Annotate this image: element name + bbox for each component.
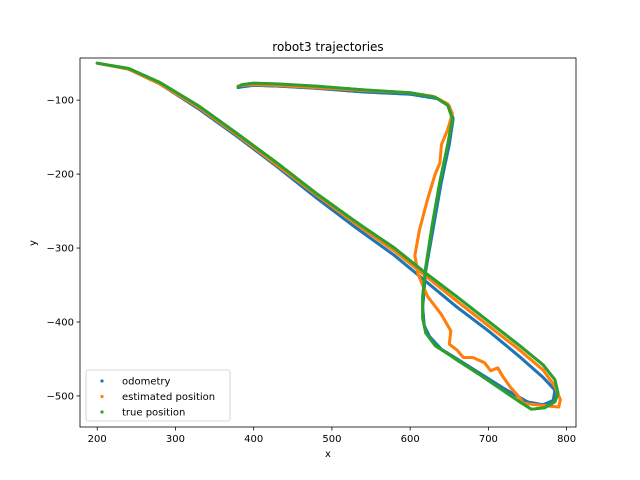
x-tick-label: 600	[401, 434, 420, 445]
legend: odometry estimated position true position	[85, 369, 231, 422]
legend-marker	[100, 410, 104, 414]
x-axis-ticks: 200 300 400 500 600 700 800	[88, 427, 576, 445]
x-tick-label: 400	[244, 434, 263, 445]
axes-frame	[79, 57, 577, 428]
x-tick-label: 700	[479, 434, 498, 445]
y-axis-ticks: −100 −200 −300 −400 −500	[47, 96, 80, 402]
series-2	[95, 61, 560, 411]
x-tick-label: 800	[557, 434, 576, 445]
x-tick-label: 500	[322, 434, 341, 445]
chart-title: robot3 trajectories	[272, 40, 383, 54]
y-tick-label: −400	[47, 317, 74, 328]
y-axis-label: y	[28, 240, 39, 246]
legend-marker	[100, 394, 104, 399]
legend-marker	[100, 379, 104, 383]
y-tick-label: −300	[47, 244, 74, 255]
legend-label: odometry	[122, 377, 171, 388]
x-tick-label: 200	[88, 434, 107, 445]
series-layer	[95, 61, 562, 411]
legend-label: estimated position	[122, 392, 215, 403]
x-axis-label: x	[325, 449, 331, 460]
data-point	[236, 85, 240, 89]
x-tick-label: 300	[166, 434, 185, 445]
y-tick-label: −100	[47, 96, 74, 107]
y-tick-label: −200	[47, 170, 74, 181]
legend-box	[85, 369, 231, 422]
legend-label: true position	[122, 408, 185, 419]
y-tick-label: −500	[47, 391, 74, 402]
